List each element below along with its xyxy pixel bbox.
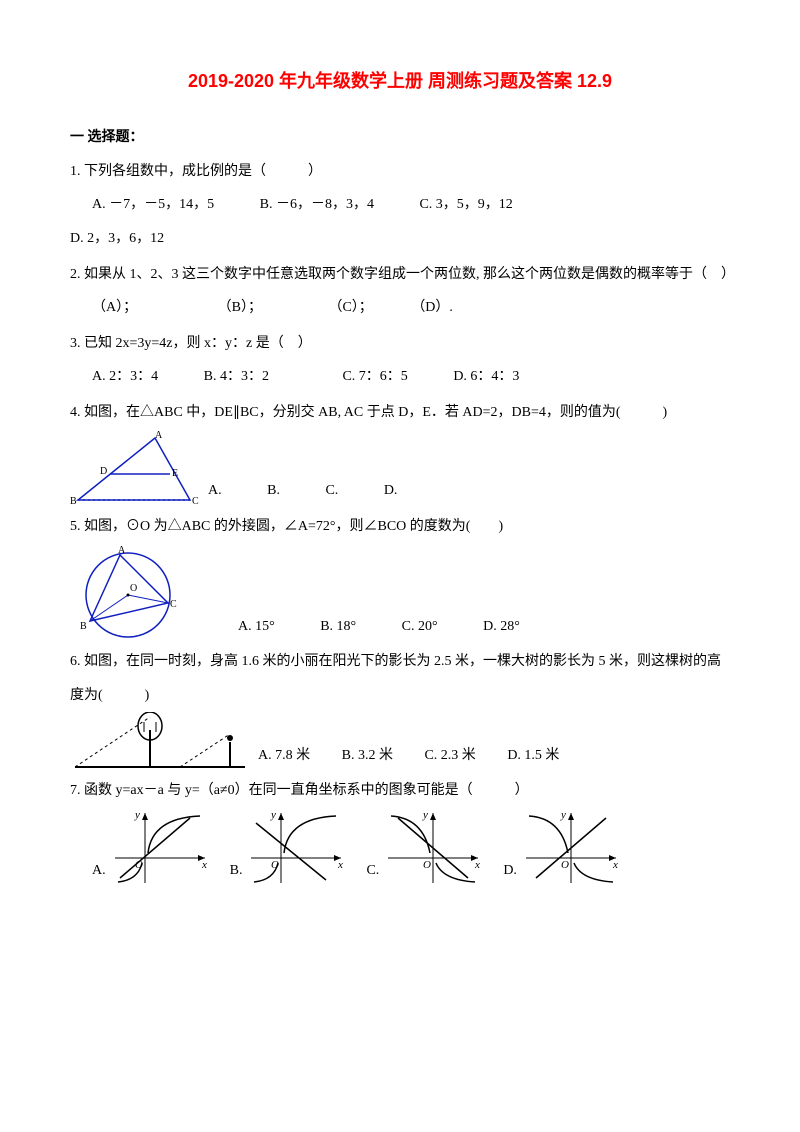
svg-text:D: D	[100, 466, 107, 477]
q2-opt-a: （A）；	[92, 300, 130, 315]
q7-opt-c-label: C.	[366, 854, 379, 888]
svg-text:x: x	[612, 859, 618, 871]
q7-opt-d-label: D.	[503, 854, 517, 888]
q2-opt-c: （C）；	[328, 300, 365, 315]
q4-stem: 4. 如图，在△ABC 中，DE∥BC，分别交 AB, AC 于点 D，E．若 …	[70, 396, 730, 430]
q2-opt-d: （D）.	[411, 300, 453, 315]
q6-opt-c: C. 2.3 米	[424, 748, 475, 763]
q4-opt-b: B.	[267, 483, 280, 498]
q6-stem: 6. 如图，在同一时刻，身高 1.6 米的小丽在阳光下的影长为 2.5 米，一棵…	[70, 645, 730, 712]
q4-options: A. B. C. D.	[208, 474, 730, 508]
doc-title: 2019-2020 年九年级数学上册 周测练习题及答案 12.9	[70, 60, 730, 103]
q6-opt-d: D. 1.5 米	[507, 748, 559, 763]
q7-opt-b-label: B.	[230, 854, 243, 888]
section-header: 一 选择题：	[70, 121, 730, 155]
svg-text:x: x	[337, 859, 343, 871]
svg-text:B: B	[80, 621, 87, 632]
svg-text:y: y	[270, 809, 276, 821]
q1-opt-d: D. 2，3，6，12	[70, 222, 730, 256]
q1-options: A. －7，－5，14，5 B. －6，－8，3，4 C. 3，5，9，12	[70, 188, 730, 222]
q3-stem: 3. 已知 2x=3y=4z，则 x：y：z 是（ ）	[70, 327, 730, 361]
q5-stem: 5. 如图，⊙O 为△ABC 的外接圆，∠A=72°，则∠BCO 的度数为( )	[70, 510, 730, 544]
question-3: 3. 已知 2x=3y=4z，则 x：y：z 是（ ） A. 2：3：4 B. …	[70, 327, 730, 394]
q7-fig-d: x y O	[521, 808, 621, 888]
q7-stem: 7. 函数 y=ax－a 与 y=（a≠0）在同一直角坐标系中的图象可能是（ ）	[70, 774, 730, 808]
q3-opt-d: D. 6：4：3	[453, 369, 519, 384]
q3-opt-a: A. 2：3：4	[92, 369, 158, 384]
q2-stem: 2. 如果从 1、2、3 这三个数字中任意选取两个数字组成一个两位数, 那么这个…	[70, 258, 730, 292]
svg-text:C: C	[192, 496, 199, 507]
svg-text:A: A	[155, 430, 163, 441]
q1-opt-b: B. －6，－8，3，4	[260, 197, 374, 212]
question-4: 4. 如图，在△ABC 中，DE∥BC，分别交 AB, AC 于点 D，E．若 …	[70, 396, 730, 508]
q4-opt-d: D.	[384, 483, 398, 498]
q6-opt-a: A. 7.8 米	[258, 748, 310, 763]
question-2: 2. 如果从 1、2、3 这三个数字中任意选取两个数字组成一个两位数, 那么这个…	[70, 258, 730, 325]
svg-text:O: O	[561, 859, 569, 871]
q5-options: A. 15° B. 18° C. 20° D. 28°	[198, 610, 730, 644]
svg-text:y: y	[560, 809, 566, 821]
svg-text:x: x	[474, 859, 480, 871]
q6-opt-b: B. 3.2 米	[342, 748, 393, 763]
q3-opt-c: C. 7：6：5	[342, 369, 407, 384]
svg-text:A: A	[118, 545, 126, 556]
q7-fig-a: x y O	[110, 808, 210, 888]
q1-opt-c: C. 3，5，9，12	[419, 197, 512, 212]
svg-text:O: O	[423, 859, 431, 871]
q4-opt-a: A.	[208, 483, 222, 498]
svg-text:O: O	[130, 583, 137, 594]
q5-opt-c: C. 20°	[402, 619, 438, 634]
q4-figure: A B C D E	[70, 430, 200, 508]
q6-options: A. 7.8 米 B. 3.2 米 C. 2.3 米 D. 1.5 米	[258, 739, 730, 773]
q5-opt-a: A. 15°	[238, 619, 275, 634]
question-1: 1. 下列各组数中，成比例的是（ ） A. －7，－5，14，5 B. －6，－…	[70, 155, 730, 256]
svg-text:x: x	[201, 859, 207, 871]
q7-fig-c: x y O	[383, 808, 483, 888]
svg-text:B: B	[70, 496, 77, 507]
q1-opt-a: A. －7，－5，14，5	[92, 197, 214, 212]
q7-options: A. x y O B. x y	[70, 808, 730, 888]
svg-text:y: y	[422, 809, 428, 821]
q5-opt-d: D. 28°	[483, 619, 520, 634]
svg-text:E: E	[172, 468, 178, 479]
q4-opt-c: C.	[325, 483, 338, 498]
q5-figure: A B C O	[70, 543, 190, 643]
question-6: 6. 如图，在同一时刻，身高 1.6 米的小丽在阳光下的影长为 2.5 米，一棵…	[70, 645, 730, 772]
q3-options: A. 2：3：4 B. 4：3：2 C. 7：6：5 D. 6：4：3	[70, 360, 730, 394]
q6-figure	[70, 712, 250, 772]
q1-stem: 1. 下列各组数中，成比例的是（ ）	[70, 155, 730, 189]
q2-options: （A）； （B）； （C）； （D）.	[70, 291, 730, 325]
svg-text:y: y	[134, 809, 140, 821]
question-5: 5. 如图，⊙O 为△ABC 的外接圆，∠A=72°，则∠BCO 的度数为( )…	[70, 510, 730, 644]
question-7: 7. 函数 y=ax－a 与 y=（a≠0）在同一直角坐标系中的图象可能是（ ）…	[70, 774, 730, 888]
q7-opt-a-label: A.	[92, 854, 106, 888]
q5-opt-b: B. 18°	[320, 619, 356, 634]
q2-opt-b: （B）；	[218, 300, 255, 315]
q7-fig-b: x y O	[246, 808, 346, 888]
q3-opt-b: B. 4：3：2	[204, 369, 269, 384]
svg-text:C: C	[170, 599, 177, 610]
